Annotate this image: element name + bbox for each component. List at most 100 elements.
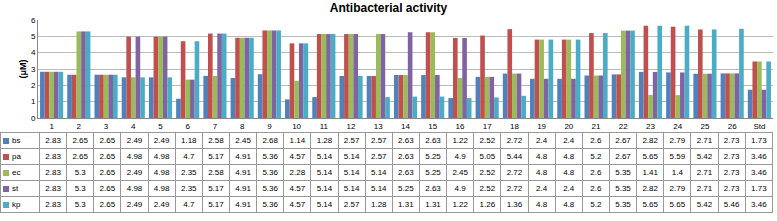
html-text:5.14: 5.14 [316, 152, 333, 161]
html-text:2.57: 2.57 [343, 136, 360, 145]
svg-text:12: 12 [347, 122, 356, 131]
html-text:2.57: 2.57 [371, 136, 387, 145]
svg-text:22: 22 [619, 122, 628, 131]
html-text:2.65: 2.65 [72, 136, 88, 145]
svg-text:5: 5 [31, 32, 36, 41]
svg-text:3: 3 [104, 122, 109, 131]
html-text:2.63: 2.63 [398, 152, 414, 161]
html-text:5.3: 5.3 [74, 168, 86, 177]
html-text:1.22: 1.22 [452, 136, 468, 145]
html-text:2.83: 2.83 [45, 136, 61, 145]
html-text:2.83: 2.83 [45, 152, 61, 161]
html-text:4.8: 4.8 [563, 152, 575, 161]
svg-text:15: 15 [428, 122, 437, 131]
html-text:2.65: 2.65 [99, 152, 116, 161]
html-text:2.63: 2.63 [398, 136, 414, 145]
html-text:1.28: 1.28 [316, 136, 333, 145]
svg-text:24: 24 [673, 122, 682, 131]
html-text:2.49: 2.49 [153, 136, 170, 145]
html-text:4.8: 4.8 [536, 152, 548, 161]
svg-text:23: 23 [646, 122, 655, 131]
html-text:2.49: 2.49 [126, 136, 143, 145]
html-text:ec: ec [12, 168, 21, 177]
svg-text:Std: Std [753, 122, 765, 131]
svg-text:11: 11 [320, 122, 329, 131]
html-text:5.42: 5.42 [696, 152, 713, 161]
html-text:5.05: 5.05 [479, 152, 496, 161]
svg-text:10: 10 [292, 122, 301, 131]
html-text:4.98: 4.98 [153, 152, 170, 161]
svg-text:26: 26 [728, 122, 737, 131]
html-text:2.83: 2.83 [45, 168, 61, 177]
svg-text:7: 7 [213, 122, 218, 131]
html-text:2.45: 2.45 [235, 136, 251, 145]
svg-text:20: 20 [564, 122, 573, 131]
html-text:4.91: 4.91 [235, 152, 251, 161]
svg-text:6: 6 [185, 122, 190, 131]
html-text:2.49: 2.49 [126, 168, 143, 177]
html-text:2.58: 2.58 [208, 136, 224, 145]
html-text:4.57: 4.57 [289, 152, 306, 161]
svg-text:9: 9 [267, 122, 272, 131]
html-text:1.73: 1.73 [751, 136, 767, 145]
html-text:2.82: 2.82 [642, 136, 658, 145]
html-text:pa: pa [12, 152, 21, 161]
svg-text:13: 13 [374, 122, 383, 131]
svg-text:21: 21 [592, 122, 601, 131]
html-text:4.9: 4.9 [454, 152, 466, 161]
html-text:2.73: 2.73 [723, 152, 740, 161]
html-text:3.46: 3.46 [751, 152, 767, 161]
html-text:2.35: 2.35 [181, 168, 197, 177]
html-text:5.25: 5.25 [425, 152, 441, 161]
html-text:2.72: 2.72 [506, 136, 523, 145]
html-text:bs: bs [12, 136, 21, 145]
html-text:2.63: 2.63 [425, 136, 441, 145]
html-text:2.65: 2.65 [99, 168, 116, 177]
svg-text:(μM): (μM) [18, 59, 28, 78]
html-text:5.59: 5.59 [669, 152, 686, 161]
svg-text:16: 16 [455, 122, 464, 131]
html-text:2.73: 2.73 [723, 136, 740, 145]
svg-text:4: 4 [31, 48, 36, 57]
svg-text:4: 4 [131, 122, 136, 131]
html-text:2.67: 2.67 [615, 136, 631, 145]
svg-text:19: 19 [537, 122, 546, 131]
svg-text:6: 6 [31, 16, 36, 25]
html-text:2.67: 2.67 [615, 152, 631, 161]
svg-text:8: 8 [240, 122, 245, 131]
svg-text:14: 14 [401, 122, 410, 131]
html-text:2.4: 2.4 [563, 136, 575, 145]
html-text:4.7: 4.7 [183, 152, 195, 161]
svg-text:17: 17 [483, 122, 492, 131]
html-text:5.2: 5.2 [590, 152, 602, 161]
html-text:2.65: 2.65 [72, 152, 88, 161]
html-text:2.6: 2.6 [590, 136, 602, 145]
svg-text:25: 25 [700, 122, 709, 131]
html-text:5.44: 5.44 [506, 152, 523, 161]
html-text:2.65: 2.65 [99, 136, 116, 145]
html-text:4.98: 4.98 [153, 168, 170, 177]
svg-text:2: 2 [77, 122, 82, 131]
html-text:5.36: 5.36 [262, 152, 278, 161]
svg-text:1: 1 [49, 122, 54, 131]
svg-text:18: 18 [510, 122, 519, 131]
html-text:2.71: 2.71 [696, 136, 713, 145]
html-text:5.17: 5.17 [208, 152, 224, 161]
html-text:2.79: 2.79 [669, 136, 686, 145]
html-text:2.52: 2.52 [479, 136, 496, 145]
svg-text:2: 2 [31, 81, 36, 90]
html-text:5.14: 5.14 [343, 152, 360, 161]
html-text:2.68: 2.68 [262, 136, 278, 145]
html-text:5.65: 5.65 [642, 152, 658, 161]
html-text:2.58: 2.58 [208, 168, 224, 177]
svg-text:1: 1 [31, 97, 36, 106]
html-text:2.57: 2.57 [371, 152, 387, 161]
html-text:1.18: 1.18 [181, 136, 197, 145]
html-text:4.98: 4.98 [126, 152, 143, 161]
svg-text:3: 3 [31, 65, 36, 74]
svg-text:5: 5 [158, 122, 163, 131]
svg-text:Antibacterial activity: Antibacterial activity [330, 1, 448, 15]
html-text:1.14: 1.14 [289, 136, 306, 145]
svg-text:0: 0 [31, 114, 36, 123]
html-text:2.4: 2.4 [536, 136, 548, 145]
